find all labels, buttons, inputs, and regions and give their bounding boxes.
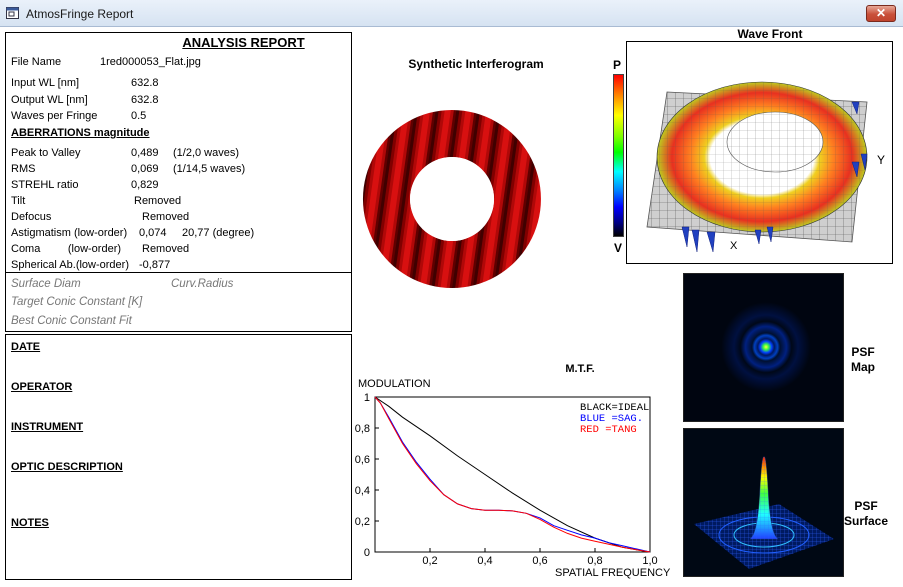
mtf-ytick-label: 0,8 [355,423,370,435]
best-conic-label: Best Conic Constant Fit [11,315,132,327]
mtf-ytick-label: 0 [364,547,370,559]
mtf-axes-frame [374,396,651,553]
tilt-value: Removed [134,195,182,207]
date-label: DATE [11,341,41,353]
psf-map-label-line1: PSF [851,345,875,359]
mtf-series-tang [374,396,651,553]
mtf-ytick-label: 0,6 [355,454,370,466]
strehl-value: 0,829 [131,179,159,191]
window-title: AtmosFringe Report [26,7,134,21]
input-wl-value: 632.8 [131,77,159,89]
wavefront-plot: Y X [626,41,893,264]
coma-label: Coma (low-order) [11,243,122,255]
report-content: ANALYSIS REPORT File Name 1red000053_Fla… [0,27,903,587]
output-wl-label: Output WL [nm] [11,94,88,106]
file-name-value: 1red000053_Flat.jpg [100,56,201,68]
mtf-title: M.T.F. [565,363,595,375]
psf-surface-label-line2: Surface [843,514,889,528]
output-wl-value: 632.8 [131,94,159,106]
mtf-xlabel: SPATIAL FREQUENCY [555,567,671,579]
mtf-xtick-label: 0,2 [422,555,437,567]
coma-value: Removed [142,243,190,255]
curv-radius-label: Curv.Radius [171,278,234,290]
astigmatism-label: Astigmatism (low-order) [11,227,128,239]
ptv-label: Peak to Valley [11,147,81,159]
rms-waves: (1/14,5 waves) [173,163,246,175]
mtf-legend-entry: BLUE =SAG. [580,413,643,425]
waves-per-fringe-value: 0.5 [131,110,147,122]
psf-surface-image [683,428,844,577]
wavefront-spikes [681,101,868,253]
mtf-xtick-label: 0,6 [532,555,547,567]
spherical-value: -0,877 [139,259,171,271]
mtf-legend-entry: RED =TANG [580,424,637,436]
mtf-xtick-label: 0,4 [477,555,492,567]
report-heading: ANALYSIS REPORT [182,35,305,50]
psf-map-image [683,273,844,422]
waves-per-fringe-label: Waves per Fringe [11,110,98,122]
mtf-xtick-label: 1,0 [642,555,657,567]
window-titlebar: AtmosFringe Report ✕ [0,0,903,27]
report-divider [6,272,351,273]
mtf-ytick-label: 1 [364,392,370,404]
app-icon [6,7,19,19]
rms-label: RMS [11,163,36,175]
psf-map-label-line2: Map [851,360,875,374]
ptv-value: 0,489 [131,147,159,159]
wavefront-x-axis-label: X [730,240,738,252]
mtf-ytick-label: 0,4 [355,485,370,497]
interferogram-title: Synthetic Interferogram [408,57,544,71]
mtf-ylabel: MODULATION [358,378,431,390]
aberrations-heading: ABERRATIONS magnitude [11,127,150,139]
psf-surface-label-line1: PSF [854,499,878,513]
ptv-waves: (1/2,0 waves) [173,147,240,159]
tilt-label: Tilt [11,195,26,207]
info-panel: DATE OPERATOR INSTRUMENT OPTIC DESCRIPTI… [5,334,352,580]
mtf-legend-entry: BLACK=IDEAL [580,402,649,414]
color-scale-bar [613,74,624,237]
astigmatism-degree: 20,77 (degree) [182,227,255,239]
close-button[interactable]: ✕ [866,5,896,22]
rms-value: 0,069 [131,163,159,175]
wavefront-title: Wave Front [737,27,803,41]
surface-diam-label: Surface Diam [11,278,81,290]
operator-label: OPERATOR [11,381,73,393]
optic-description-label: OPTIC DESCRIPTION [11,461,123,473]
analysis-report-panel: ANALYSIS REPORT File Name 1red000053_Fla… [5,32,352,332]
mtf-plot-area: 0 0,2 0,4 0,6 0,8 1 0,2 0,4 0,6 0,8 1,0 BLACK=IDEAL… [355,392,658,567]
mtf-xtick-label: 0,8 [587,555,602,567]
astigmatism-value: 0,074 [139,227,167,239]
wavefront-y-axis-label: Y [877,153,885,167]
strehl-label: STREHL ratio [11,179,79,191]
interferogram-image [362,110,541,288]
input-wl-label: Input WL [nm] [11,77,80,89]
target-conic-label: Target Conic Constant [K] [11,296,143,308]
defocus-value: Removed [142,211,190,223]
mtf-chart: MODULATION SPATIAL FREQUENCY 00,20,40,60… [355,378,671,579]
scale-valley-label: V [614,241,623,255]
mtf-ytick-label: 0,2 [355,516,370,528]
notes-label: NOTES [11,517,49,529]
wavefront-surface: Y X [646,81,885,253]
file-name-label: File Name [11,56,62,68]
instrument-label: INSTRUMENT [11,421,84,433]
spherical-label: Spherical Ab.(low-order) [11,259,129,271]
defocus-label: Defocus [11,211,52,223]
scale-peak-label: P [613,58,622,72]
